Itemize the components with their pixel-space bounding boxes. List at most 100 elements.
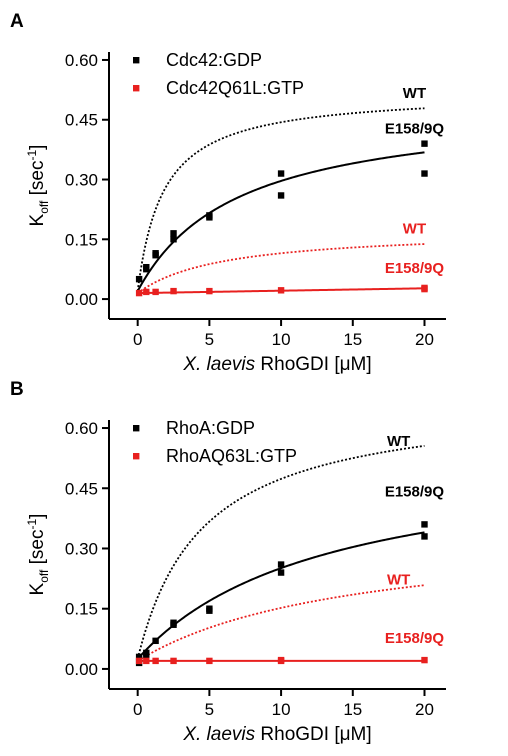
fit-curve-wt-1 bbox=[137, 243, 425, 294]
data-point-series-0 bbox=[170, 619, 177, 626]
x-tick-label: 0 bbox=[133, 700, 142, 719]
data-point-series-0 bbox=[152, 250, 159, 257]
curve-annotation: E158/9Q bbox=[385, 121, 445, 138]
y-axis-title-main: K bbox=[27, 582, 48, 595]
data-point-series-1 bbox=[135, 289, 143, 297]
y-tick-label: 0.45 bbox=[65, 479, 98, 498]
curve-annotation: E158/9Q bbox=[385, 260, 445, 277]
legend-marker bbox=[133, 57, 140, 64]
data-point-series-0 bbox=[421, 521, 428, 528]
data-point-series-1 bbox=[170, 657, 177, 665]
y-axis-title-superscript: -1 bbox=[25, 150, 39, 161]
data-point-series-0 bbox=[421, 533, 428, 540]
y-axis-title-subscript: off bbox=[37, 569, 51, 583]
y-axis-title-main: K bbox=[27, 213, 48, 226]
curve-annotation: WT bbox=[403, 85, 426, 102]
data-point-series-1 bbox=[135, 657, 143, 665]
y-tick-label: 0.00 bbox=[65, 290, 98, 309]
curve-annotation: WT bbox=[403, 220, 426, 237]
x-tick-label: 20 bbox=[415, 700, 434, 719]
fit-curve-e158-9q-0 bbox=[136, 531, 425, 660]
data-point-series-0 bbox=[206, 605, 213, 612]
fit-curve-wt-0 bbox=[136, 444, 425, 660]
curve-annotation: E158/9Q bbox=[385, 483, 445, 500]
curve-annotation: WT bbox=[387, 572, 410, 589]
legend-marker bbox=[133, 453, 140, 460]
x-tick-label: 20 bbox=[415, 330, 434, 349]
y-tick-label: 0.15 bbox=[65, 600, 98, 619]
y-tick-label: 0.60 bbox=[65, 51, 98, 70]
data-point-series-0 bbox=[170, 230, 177, 237]
data-point-series-1 bbox=[206, 287, 213, 295]
legend-label: Cdc42:GDP bbox=[166, 50, 262, 70]
y-tick-label: 0.45 bbox=[65, 111, 98, 130]
x-tick-label: 15 bbox=[343, 330, 362, 349]
y-tick-label: 0.15 bbox=[65, 230, 98, 249]
data-point-series-0 bbox=[277, 569, 285, 576]
panel-label: B bbox=[10, 379, 24, 400]
legend-label: Cdc42Q61L:GTP bbox=[166, 78, 304, 98]
x-tick-label: 10 bbox=[272, 700, 291, 719]
data-point-series-0 bbox=[421, 140, 428, 147]
x-axis-title: X. laevis RhoGDI [μM] bbox=[182, 724, 371, 745]
fit-curve-e158-9q-0 bbox=[136, 151, 425, 292]
data-point-series-1 bbox=[143, 288, 150, 296]
legend-marker bbox=[133, 425, 140, 432]
data-point-series-0 bbox=[170, 236, 177, 243]
data-point-series-0 bbox=[143, 649, 150, 657]
legend-label: RhoA:GDP bbox=[166, 418, 255, 438]
x-axis-title-close: ] bbox=[366, 724, 371, 745]
y-axis-title-close: ] bbox=[27, 514, 48, 519]
data-point-series-1 bbox=[170, 287, 177, 295]
y-axis-title: Koff [sec-1] bbox=[25, 145, 51, 227]
curve-annotation: WT bbox=[387, 433, 410, 450]
data-point-series-0 bbox=[277, 561, 285, 568]
x-axis-title-unit: μM bbox=[340, 354, 367, 375]
legend-marker bbox=[133, 85, 140, 92]
data-point-series-1 bbox=[143, 657, 150, 665]
data-point-series-1 bbox=[152, 288, 159, 296]
chart-panel-b: B 0.00 0.15 0.30 0.45 0.60 0 5 10 15 20 X. laevis R… bbox=[10, 379, 446, 745]
x-axis-title-rest: RhoGDI [ bbox=[255, 354, 340, 375]
fit-curve-wt-0 bbox=[136, 107, 425, 292]
x-tick-label: 10 bbox=[272, 330, 291, 349]
y-axis-title-unit: [sec bbox=[27, 161, 48, 201]
y-tick-label: 0.00 bbox=[65, 660, 98, 679]
x-tick-label: 15 bbox=[343, 700, 362, 719]
data-point-series-1 bbox=[277, 656, 285, 664]
y-axis-title-close: ] bbox=[27, 145, 48, 150]
data-point-series-1 bbox=[206, 657, 213, 665]
y-tick-label: 0.30 bbox=[65, 539, 98, 558]
data-point-series-0 bbox=[143, 263, 150, 271]
data-point-series-1 bbox=[421, 284, 428, 292]
data-point-series-0 bbox=[152, 637, 159, 645]
y-axis-title-subscript: off bbox=[37, 200, 51, 214]
x-tick-label: 0 bbox=[133, 330, 142, 349]
x-axis-title-italic: X. laevis bbox=[182, 724, 255, 745]
chart-panel-a: A 0.00 0.15 0.30 0.45 0.60 0 5 10 15 20 X. laevis R… bbox=[10, 11, 446, 375]
x-tick-label: 5 bbox=[205, 700, 214, 719]
data-point-series-1 bbox=[277, 287, 285, 294]
data-point-series-0 bbox=[206, 212, 213, 219]
x-axis-title-rest: RhoGDI [ bbox=[255, 724, 340, 745]
data-point-series-0 bbox=[277, 170, 285, 177]
x-axis-title-close: ] bbox=[366, 354, 371, 375]
y-axis-title-superscript: -1 bbox=[25, 519, 39, 530]
data-point-series-0 bbox=[135, 275, 143, 283]
x-tick-label: 5 bbox=[205, 330, 214, 349]
data-point-series-0 bbox=[277, 192, 285, 199]
data-point-series-0 bbox=[135, 653, 143, 661]
legend-label: RhoAQ63L:GTP bbox=[166, 446, 297, 466]
y-axis-title-unit: [sec bbox=[27, 530, 48, 570]
data-point-series-0 bbox=[421, 170, 428, 177]
x-axis-title-unit: μM bbox=[340, 724, 367, 745]
fit-curve-wt-1 bbox=[137, 584, 425, 662]
x-axis-title: X. laevis RhoGDI [μM] bbox=[182, 354, 371, 375]
panel-label: A bbox=[10, 11, 24, 32]
y-tick-label: 0.60 bbox=[65, 419, 98, 438]
curve-annotation: E158/9Q bbox=[385, 630, 445, 647]
y-tick-label: 0.30 bbox=[65, 171, 98, 190]
x-axis-title-italic: X. laevis bbox=[182, 354, 255, 375]
y-axis-title: Koff [sec-1] bbox=[25, 514, 51, 596]
data-point-series-1 bbox=[421, 656, 428, 664]
